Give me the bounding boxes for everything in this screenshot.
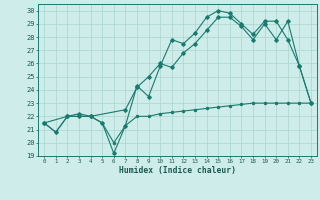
- X-axis label: Humidex (Indice chaleur): Humidex (Indice chaleur): [119, 166, 236, 175]
